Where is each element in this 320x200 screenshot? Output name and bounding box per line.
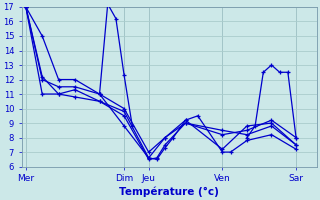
X-axis label: Température (°c): Température (°c)	[119, 186, 219, 197]
